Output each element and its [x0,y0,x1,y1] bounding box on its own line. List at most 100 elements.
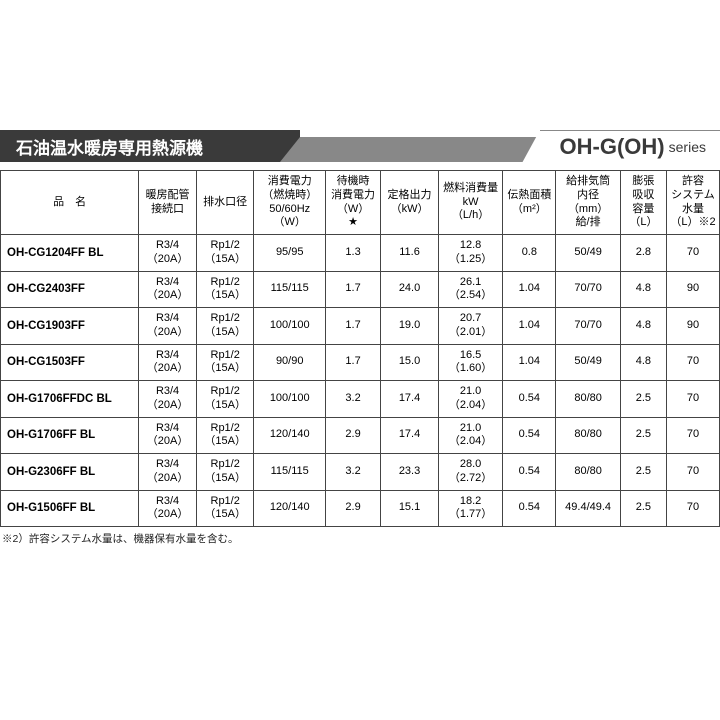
table-row: OH-G1506FF BLR3/4（20A）Rp1/2（15A）120/1402… [1,490,720,527]
cell-fuel: 18.2（1.77） [438,490,503,527]
table-row: OH-CG1903FFR3/4（20A）Rp1/2（15A）100/1001.7… [1,308,720,345]
cell-exp: 2.5 [620,454,666,491]
cell-standby: 1.7 [325,271,380,308]
col-header-output: 定格出力（kW） [381,171,439,235]
cell-model: OH-CG1903FF [1,308,139,345]
cell-exp: 2.8 [620,235,666,272]
cell-power: 100/100 [254,381,325,418]
cell-pipe: R3/4（20A） [139,344,197,381]
col-header-fuel: 燃料消費量kW（L/h） [438,171,503,235]
cell-standby: 1.3 [325,235,380,272]
table-row: OH-CG2403FFR3/4（20A）Rp1/2（15A）115/1151.7… [1,271,720,308]
table-header-row: 品 名暖房配管接続口排水口径消費電力（燃焼時）50/60Hz（W）待機時消費電力… [1,171,720,235]
cell-fuel: 12.8（1.25） [438,235,503,272]
cell-flue: 80/80 [556,417,621,454]
title-decor [300,137,540,162]
cell-flue: 49.4/49.4 [556,490,621,527]
cell-model: OH-CG2403FF [1,271,139,308]
table-row: OH-G1706FFDC BLR3/4（20A）Rp1/2（15A）100/10… [1,381,720,418]
cell-standby: 3.2 [325,454,380,491]
cell-fuel: 16.5（1.60） [438,344,503,381]
cell-drain: Rp1/2（15A） [196,454,254,491]
cell-heat: 1.04 [503,308,556,345]
title-bar: 石油温水暖房専用熱源機 OH-G(OH) series [0,130,720,162]
cell-output: 15.1 [381,490,439,527]
cell-fuel: 21.0（2.04） [438,417,503,454]
cell-output: 24.0 [381,271,439,308]
cell-heat: 1.04 [503,271,556,308]
cell-exp: 4.8 [620,308,666,345]
col-header-sys: 許容システム水量（L）※2 [666,171,719,235]
cell-standby: 3.2 [325,381,380,418]
cell-standby: 1.7 [325,308,380,345]
series-suffix: series [669,139,706,155]
cell-power: 100/100 [254,308,325,345]
cell-pipe: R3/4（20A） [139,271,197,308]
cell-heat: 0.54 [503,454,556,491]
col-header-standby: 待機時消費電力（W）★ [325,171,380,235]
cell-fuel: 28.0（2.72） [438,454,503,491]
cell-output: 19.0 [381,308,439,345]
col-header-pipe: 暖房配管接続口 [139,171,197,235]
cell-standby: 1.7 [325,344,380,381]
cell-sys: 70 [666,235,719,272]
cell-power: 120/140 [254,490,325,527]
cell-pipe: R3/4（20A） [139,454,197,491]
cell-pipe: R3/4（20A） [139,381,197,418]
cell-output: 17.4 [381,417,439,454]
cell-power: 90/90 [254,344,325,381]
cell-model: OH-G1706FF BL [1,417,139,454]
series-main: OH-G(OH) [560,134,665,160]
cell-heat: 0.54 [503,490,556,527]
cell-flue: 80/80 [556,454,621,491]
cell-standby: 2.9 [325,490,380,527]
cell-output: 15.0 [381,344,439,381]
page: 石油温水暖房専用熱源機 OH-G(OH) series 品 名暖房配管接続口排水… [0,0,720,546]
col-header-drain: 排水口径 [196,171,254,235]
cell-sys: 90 [666,271,719,308]
cell-fuel: 21.0（2.04） [438,381,503,418]
cell-power: 95/95 [254,235,325,272]
cell-model: OH-G1706FFDC BL [1,381,139,418]
cell-power: 115/115 [254,454,325,491]
cell-drain: Rp1/2（15A） [196,490,254,527]
cell-flue: 50/49 [556,235,621,272]
series-name: OH-G(OH) series [540,130,720,162]
cell-flue: 70/70 [556,308,621,345]
cell-fuel: 26.1（2.54） [438,271,503,308]
cell-drain: Rp1/2（15A） [196,235,254,272]
cell-exp: 2.5 [620,417,666,454]
col-header-power: 消費電力（燃焼時）50/60Hz（W） [254,171,325,235]
cell-power: 120/140 [254,417,325,454]
cell-heat: 0.54 [503,417,556,454]
cell-sys: 70 [666,454,719,491]
cell-fuel: 20.7（2.01） [438,308,503,345]
cell-sys: 70 [666,490,719,527]
cell-sys: 90 [666,308,719,345]
cell-sys: 70 [666,344,719,381]
table-row: OH-G2306FF BLR3/4（20A）Rp1/2（15A）115/1153… [1,454,720,491]
cell-pipe: R3/4（20A） [139,417,197,454]
col-header-model: 品 名 [1,171,139,235]
table-row: OH-CG1204FF BLR3/4（20A）Rp1/2（15A）95/951.… [1,235,720,272]
cell-model: OH-G1506FF BL [1,490,139,527]
cell-heat: 0.8 [503,235,556,272]
cell-flue: 70/70 [556,271,621,308]
cell-power: 115/115 [254,271,325,308]
cell-standby: 2.9 [325,417,380,454]
col-header-flue: 給排気筒内径（mm）給/排 [556,171,621,235]
cell-exp: 2.5 [620,381,666,418]
cell-drain: Rp1/2（15A） [196,308,254,345]
footnote: ※2）許容システム水量は、機器保有水量を含む。 [0,531,720,546]
cell-heat: 1.04 [503,344,556,381]
page-heading: 石油温水暖房専用熱源機 [0,130,300,162]
cell-model: OH-CG1204FF BL [1,235,139,272]
cell-drain: Rp1/2（15A） [196,417,254,454]
cell-pipe: R3/4（20A） [139,490,197,527]
table-row: OH-CG1503FFR3/4（20A）Rp1/2（15A）90/901.715… [1,344,720,381]
cell-sys: 70 [666,417,719,454]
cell-pipe: R3/4（20A） [139,235,197,272]
cell-exp: 2.5 [620,490,666,527]
cell-output: 11.6 [381,235,439,272]
table-head: 品 名暖房配管接続口排水口径消費電力（燃焼時）50/60Hz（W）待機時消費電力… [1,171,720,235]
